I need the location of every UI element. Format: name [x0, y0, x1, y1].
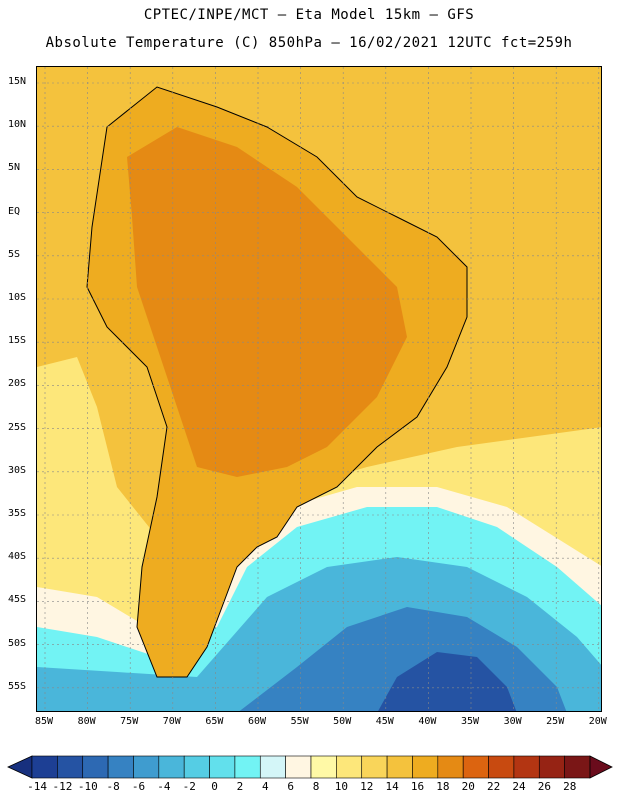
- lat-label: 55S: [8, 680, 27, 692]
- lon-label: 55W: [290, 716, 309, 727]
- lat-label: 40S: [8, 551, 27, 563]
- colorbar-swatch: [437, 755, 464, 779]
- lat-label: 25S: [8, 421, 27, 433]
- colorbar-swatch: [133, 755, 160, 779]
- colorbar-swatch: [107, 755, 134, 779]
- graticule: [37, 67, 601, 711]
- colorbar-swatch: [462, 755, 489, 779]
- lat-label: 5N: [8, 162, 21, 174]
- colorbar-swatch: [336, 755, 363, 779]
- colorbar-label: 18: [436, 780, 450, 793]
- colorbar-swatch: [259, 755, 286, 779]
- colorbar-label: 4: [262, 780, 269, 793]
- colorbar-label: -12: [52, 780, 73, 793]
- colorbar-swatch: [234, 755, 261, 779]
- colorbar-over-triangle: [589, 755, 613, 779]
- colorbar-label: 20: [461, 780, 475, 793]
- lat-label: 5S: [8, 248, 21, 260]
- temperature-map: [36, 66, 602, 712]
- colorbar-swatch: [310, 755, 337, 779]
- colorbar-swatch: [31, 755, 58, 779]
- lon-label: 35W: [460, 716, 480, 727]
- colorbar-swatch: [158, 755, 185, 779]
- lat-label: 15S: [8, 335, 27, 347]
- lon-label: 85W: [34, 716, 54, 727]
- lon-label: 75W: [120, 716, 139, 727]
- colorbar-swatch: [513, 755, 540, 779]
- lon-label: 60W: [247, 716, 267, 727]
- lat-label: 15N: [8, 76, 27, 87]
- lat-label: 45S: [8, 594, 27, 606]
- colorbar-label: 26: [537, 780, 551, 793]
- lat-label: EQ: [8, 205, 21, 217]
- colorbar-label: 8: [312, 780, 320, 793]
- lat-label: 10N: [8, 119, 27, 131]
- lon-label: 30W: [503, 716, 522, 727]
- colorbar-label: 12: [360, 780, 374, 793]
- colorbar-label: -6: [131, 780, 146, 793]
- colorbar-label: 10: [334, 780, 349, 793]
- lat-label: 50S: [8, 637, 27, 649]
- lon-label: 70W: [162, 716, 181, 727]
- lon-label: 65W: [205, 716, 224, 727]
- colorbar-label: -4: [157, 780, 171, 793]
- colorbar-swatch: [57, 755, 84, 779]
- colorbar-label: -14: [27, 780, 47, 793]
- lat-label: 30S: [8, 464, 27, 476]
- colorbar-swatch: [488, 755, 515, 779]
- colorbar-label: 24: [512, 780, 526, 793]
- colorbar-swatch: [564, 755, 591, 779]
- colorbar-label: 2: [236, 780, 244, 793]
- field-cold-4: [378, 652, 517, 711]
- colorbar-swatch: [183, 755, 210, 779]
- colorbar-label: 16: [410, 780, 425, 793]
- colorbar-label: -10: [77, 780, 98, 793]
- colorbar-swatch: [209, 755, 236, 779]
- lon-label: 80W: [77, 716, 96, 727]
- colorbar-swatch: [412, 755, 439, 779]
- colorbar-label: 0: [211, 780, 218, 793]
- land-warm-core: [127, 127, 407, 477]
- colorbar-label: 22: [486, 780, 501, 793]
- lat-label: 20S: [8, 378, 27, 390]
- map-subtitle: Absolute Temperature (C) 850hPa – 16/02/…: [45, 35, 573, 51]
- lon-label: 20W: [588, 716, 607, 727]
- colorbar-label: 14: [385, 780, 399, 793]
- lon-label: 40W: [418, 716, 437, 727]
- colorbar-label: -2: [182, 780, 196, 793]
- coastline: [86, 86, 468, 678]
- lon-label: 25W: [546, 716, 565, 727]
- map-canvas: [37, 67, 601, 711]
- colorbar-swatch: [285, 755, 312, 779]
- colorbar-swatch: [361, 755, 388, 779]
- colorbar-swatch: [386, 755, 413, 779]
- colorbar: [7, 755, 613, 779]
- colorbar-label: 6: [287, 780, 295, 793]
- colorbar-label: -8: [106, 780, 120, 793]
- lat-label: 10S: [8, 292, 27, 303]
- lat-label: 35S: [8, 508, 27, 519]
- colorbar-swatch: [82, 755, 109, 779]
- map-title: CPTEC/INPE/MCT – Eta Model 15km – GFS: [143, 7, 475, 23]
- colorbar-label: 28: [563, 780, 577, 793]
- colorbar-swatch: [538, 755, 565, 779]
- colorbar-under-triangle: [7, 755, 33, 779]
- lon-label: 50W: [333, 716, 352, 727]
- lon-label: 45W: [375, 716, 394, 727]
